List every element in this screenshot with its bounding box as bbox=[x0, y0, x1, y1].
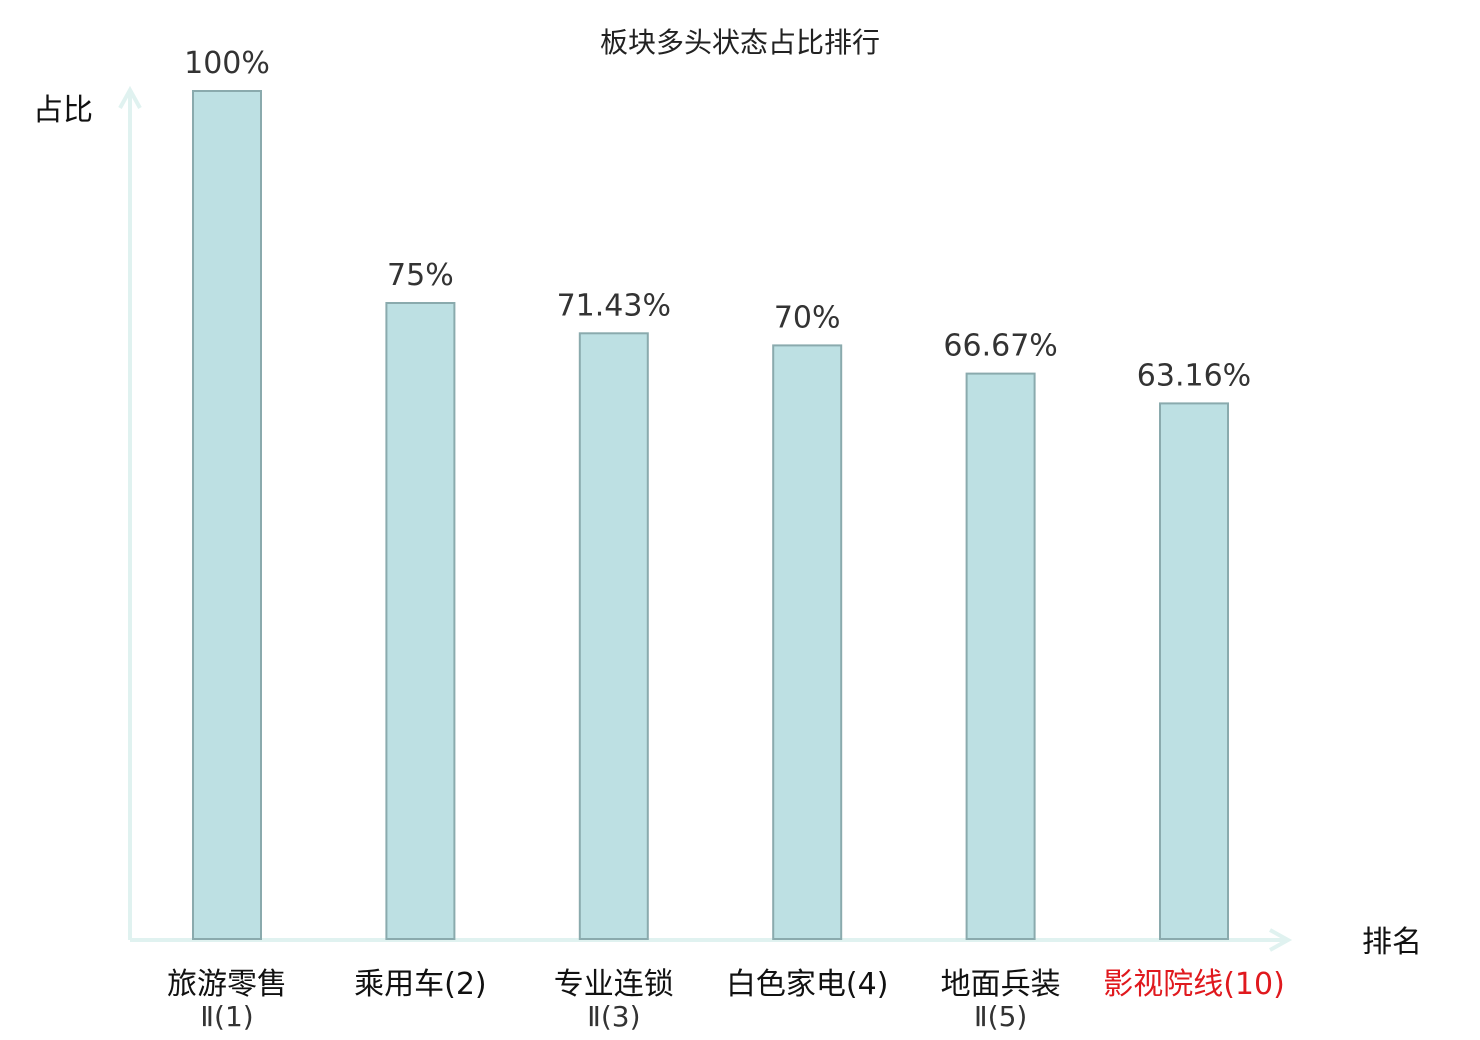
bar-1 bbox=[192, 90, 262, 940]
category-label-3: 专业连锁 bbox=[554, 967, 674, 1002]
x-axis-label: 排名 bbox=[1362, 925, 1422, 960]
category-sublabel-3: Ⅱ(3) bbox=[587, 1000, 640, 1033]
category-sublabel-1: Ⅱ(1) bbox=[200, 1000, 253, 1033]
bar-3 bbox=[578, 332, 649, 940]
y-axis-label: 占比 bbox=[33, 93, 93, 128]
category-label-4: 白色家电(4) bbox=[726, 967, 889, 1002]
bar-4 bbox=[772, 344, 843, 940]
value-label-4: 70% bbox=[774, 300, 841, 335]
category-label-5: 地面兵装 bbox=[941, 967, 1061, 1002]
bar-5 bbox=[965, 372, 1036, 941]
value-label-5: 66.67% bbox=[943, 329, 1057, 364]
value-label-6: 63.16% bbox=[1137, 358, 1251, 393]
category-label-1: 旅游零售 bbox=[167, 967, 287, 1002]
y-axis-arrow bbox=[118, 85, 142, 109]
bar-2 bbox=[385, 302, 456, 940]
value-label-1: 100% bbox=[184, 46, 270, 81]
category-sublabel-5: Ⅱ(5) bbox=[974, 1000, 1027, 1033]
category-label-2: 乘用车(2) bbox=[354, 967, 487, 1002]
x-axis-arrow bbox=[1269, 928, 1293, 952]
chart-title: 板块多头状态占比排行 bbox=[600, 26, 880, 59]
bar-6 bbox=[1159, 402, 1229, 940]
value-label-2: 75% bbox=[387, 258, 454, 293]
category-label-6: 影视院线(10) bbox=[1103, 967, 1285, 1002]
value-label-3: 71.43% bbox=[557, 288, 671, 323]
